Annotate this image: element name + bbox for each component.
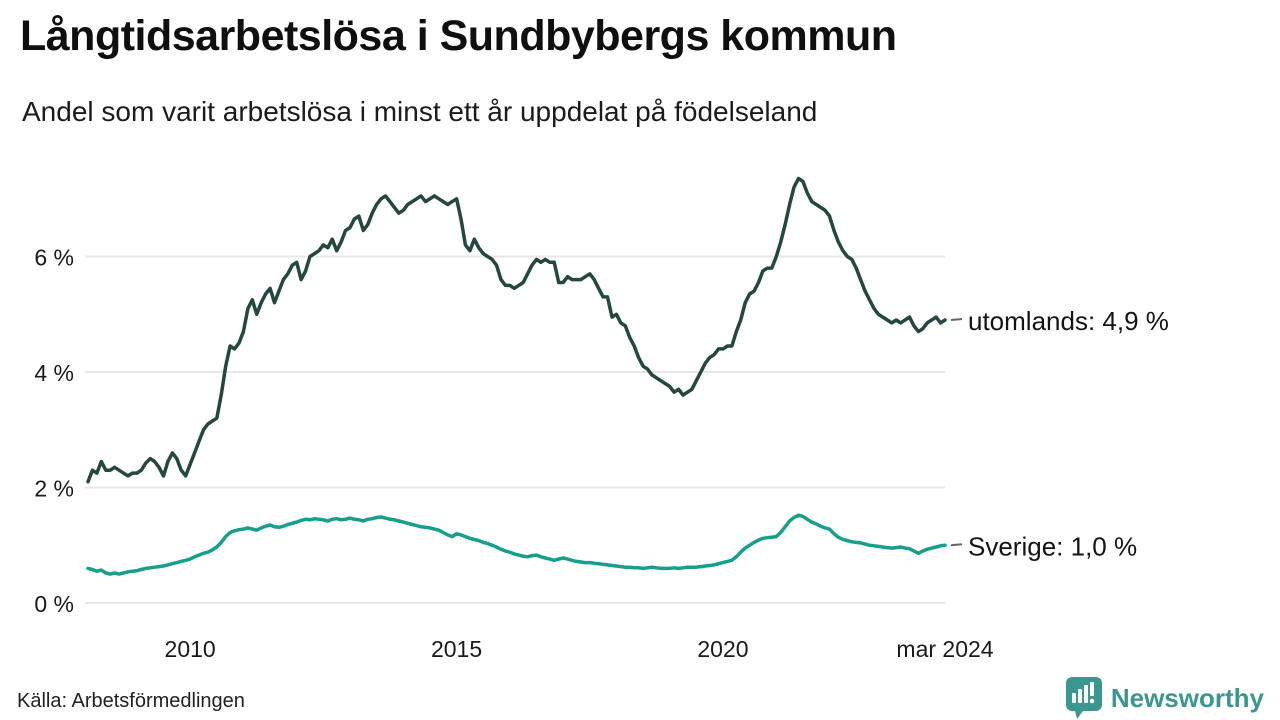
series-label-sverige: Sverige: 1,0 % bbox=[968, 531, 1137, 561]
y-tick-label: 4 % bbox=[34, 360, 74, 386]
gridlines bbox=[85, 255, 945, 604]
series-line-utomlands bbox=[86, 176, 947, 484]
brand-name: Newsworthy bbox=[1110, 683, 1264, 713]
y-axis-labels: 0 % 2 % 4 % 6 % bbox=[34, 245, 74, 618]
x-tick-label: 2015 bbox=[431, 636, 482, 662]
label-leader-dash bbox=[950, 543, 963, 547]
x-tick-label: mar 2024 bbox=[896, 636, 993, 662]
label-leader-dash bbox=[950, 318, 963, 322]
y-tick-label: 6 % bbox=[34, 245, 74, 271]
x-tick-label: 2020 bbox=[697, 636, 748, 662]
page-title: Långtidsarbetslösa i Sundbybergs kommun bbox=[20, 12, 897, 60]
source-note: Källa: Arbetsförmedlingen bbox=[17, 690, 245, 712]
series-line-Sverige bbox=[86, 513, 947, 576]
series-lines bbox=[86, 176, 947, 576]
x-tick-label: 2010 bbox=[165, 636, 216, 662]
y-tick-label: 0 % bbox=[34, 591, 74, 617]
series-end-labels: utomlands: 4,9 % Sverige: 1,0 % bbox=[950, 306, 1169, 561]
y-tick-label: 2 % bbox=[34, 476, 74, 502]
x-axis-labels: 2010 2015 2020 mar 2024 bbox=[165, 636, 994, 662]
series-label-utomlands: utomlands: 4,9 % bbox=[968, 306, 1169, 336]
newsworthy-pin-barchart-icon bbox=[1065, 677, 1102, 719]
brand-logo: Newsworthy bbox=[1065, 676, 1264, 720]
page-subtitle: Andel som varit arbetslösa i minst ett å… bbox=[22, 96, 818, 127]
